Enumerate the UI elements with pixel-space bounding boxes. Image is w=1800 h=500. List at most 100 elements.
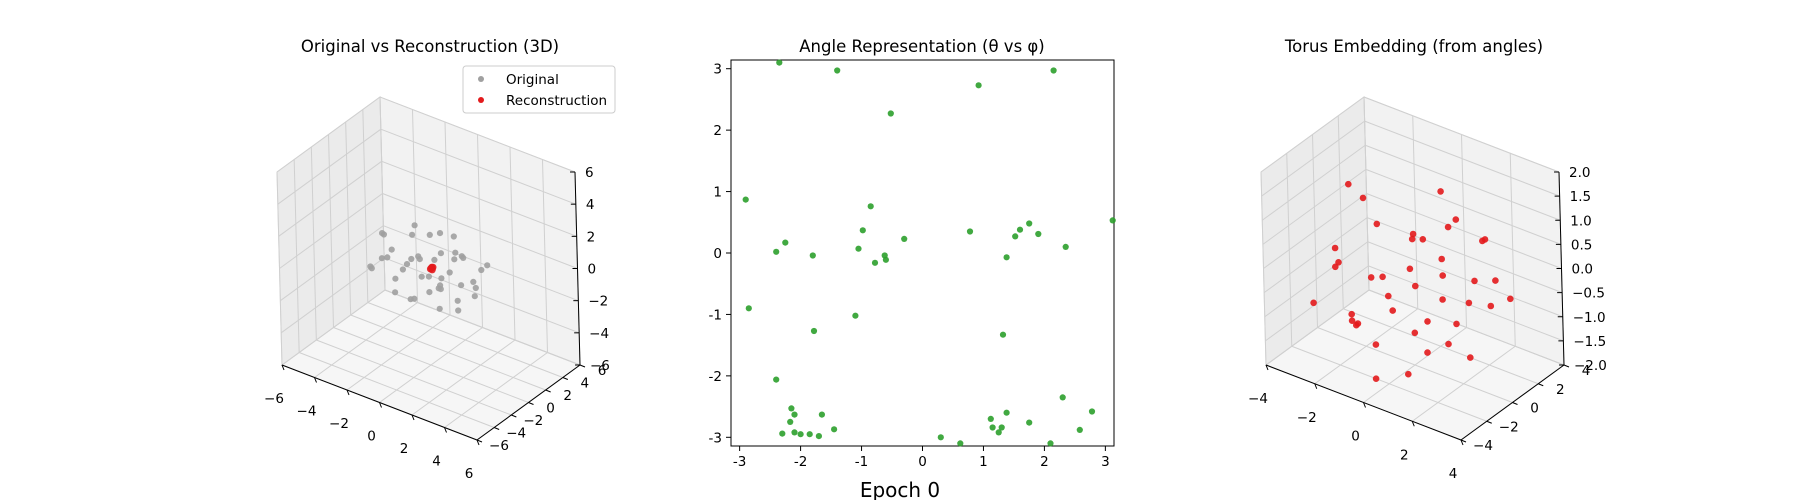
angle-point xyxy=(855,245,862,252)
y-tick-label: 3 xyxy=(713,62,722,78)
gridline xyxy=(1365,144,1561,221)
y-tick xyxy=(562,377,569,380)
original-point xyxy=(392,289,399,296)
gridline xyxy=(280,225,384,302)
angle-point xyxy=(1050,67,1057,74)
angle-point xyxy=(787,418,794,425)
gridline xyxy=(333,327,529,403)
z-tick-label: −6 xyxy=(590,358,610,374)
y-tick-label: −2 xyxy=(523,413,543,429)
y-tick xyxy=(528,402,534,405)
torus-point xyxy=(1467,354,1474,361)
x-tick-label: −4 xyxy=(1248,391,1268,407)
original-point xyxy=(409,231,416,238)
z-tick-label: −1.0 xyxy=(1573,310,1606,326)
gridline xyxy=(1265,289,1370,366)
original-point xyxy=(416,256,423,263)
original-point xyxy=(411,222,418,229)
angle-point xyxy=(776,59,783,66)
x-tick xyxy=(346,389,350,396)
angle-point xyxy=(887,110,894,117)
torus-point xyxy=(1379,273,1386,281)
torus-point xyxy=(1385,292,1392,300)
y-tick-label: −4 xyxy=(1473,438,1493,454)
gridline xyxy=(1265,265,1369,342)
legend-marker-reconstruction xyxy=(478,97,484,103)
legend-marker-original xyxy=(478,76,484,82)
z-tick-label: 0.0 xyxy=(1572,262,1593,278)
torus-point xyxy=(1373,220,1381,228)
z-tick-label: −2.0 xyxy=(1574,358,1607,374)
angle-point xyxy=(818,411,826,418)
y-tick xyxy=(545,389,551,393)
panel3-title: Torus Embedding (from angles) xyxy=(1284,37,1543,56)
gridline xyxy=(1261,144,1366,221)
torus-point xyxy=(1471,277,1478,285)
torus-point xyxy=(1492,277,1499,284)
gridline xyxy=(1263,193,1367,269)
angle-point xyxy=(834,67,841,74)
angle-point xyxy=(901,235,908,242)
angle-point xyxy=(1026,419,1033,426)
torus-point xyxy=(1438,255,1445,263)
angle-point xyxy=(1059,394,1066,401)
torus-point xyxy=(1424,349,1431,356)
x-tick-label: −2 xyxy=(1297,410,1317,426)
y-tick-label: 0 xyxy=(546,401,555,417)
torus-point xyxy=(1405,370,1412,378)
gridline xyxy=(383,225,579,302)
gridline xyxy=(1364,120,1560,197)
original-point xyxy=(470,278,477,285)
z-tick-label: 1.0 xyxy=(1570,213,1591,229)
angle-point xyxy=(791,411,798,418)
angle-point xyxy=(742,196,749,203)
original-point xyxy=(454,297,461,304)
gridline xyxy=(1367,241,1563,318)
original-point xyxy=(437,250,444,257)
original-point xyxy=(460,254,467,261)
x-tick xyxy=(379,402,382,408)
plot-area xyxy=(730,59,1115,447)
y-tick xyxy=(1512,402,1518,405)
gridline xyxy=(350,314,546,391)
angle-point xyxy=(995,429,1002,436)
gridline xyxy=(280,257,385,334)
angle-point xyxy=(998,424,1005,431)
angle-point xyxy=(966,228,974,235)
x-tick xyxy=(1460,439,1464,446)
legend-box xyxy=(462,65,616,114)
x-tick-label: 2 xyxy=(1040,454,1049,470)
original-point xyxy=(407,296,414,303)
y-tick-label: 6 xyxy=(598,363,607,379)
panel-torus-embedding: Torus Embedding (from angles) −4−2024−4−… xyxy=(1248,37,1607,482)
x-tick xyxy=(1411,421,1415,427)
z-tick-label: 2.0 xyxy=(1569,165,1590,181)
y-tick-label: −4 xyxy=(506,426,526,442)
z-tick-label: 0 xyxy=(588,262,597,278)
original-point xyxy=(451,256,458,263)
angle-point xyxy=(810,327,818,335)
gridline xyxy=(381,160,577,237)
gridline xyxy=(316,339,512,416)
x-tick xyxy=(1314,383,1318,389)
gridline xyxy=(298,352,495,428)
gridline xyxy=(379,96,576,173)
angle-point xyxy=(745,305,752,312)
z-tick-label: −4 xyxy=(589,326,609,342)
x-tick-label: −6 xyxy=(264,391,284,407)
x-tick xyxy=(281,364,285,371)
torus-point xyxy=(1348,317,1356,325)
torus-point xyxy=(1409,230,1417,238)
x-tick-label: 0 xyxy=(1351,429,1360,445)
gridline xyxy=(1263,217,1368,294)
angle-point xyxy=(815,433,823,440)
gridline xyxy=(278,160,382,237)
y-tick-label: 0 xyxy=(1530,401,1539,417)
original-point xyxy=(388,246,395,253)
y-tick-label: -1 xyxy=(709,307,722,323)
original-point xyxy=(431,256,438,263)
torus-point xyxy=(1419,236,1427,243)
original-point xyxy=(368,265,375,272)
torus-point xyxy=(1437,188,1444,195)
